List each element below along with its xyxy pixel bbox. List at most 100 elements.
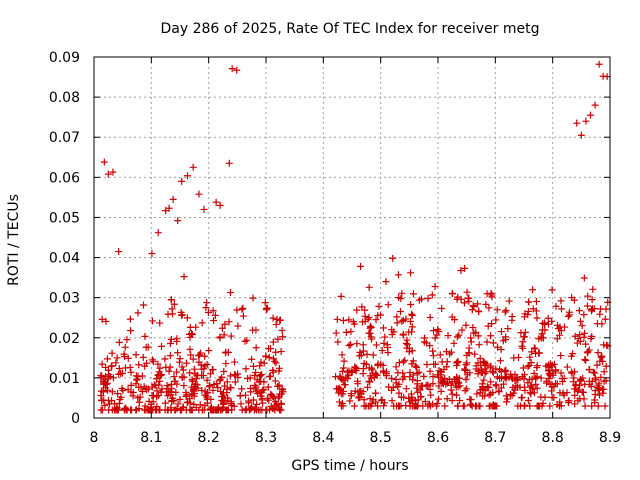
data-point xyxy=(165,367,173,375)
data-point xyxy=(353,306,361,314)
data-point xyxy=(247,405,255,413)
data-point xyxy=(195,358,203,366)
data-point xyxy=(205,383,213,391)
data-point xyxy=(223,378,231,386)
data-point xyxy=(409,290,417,298)
data-point xyxy=(468,306,476,314)
data-point xyxy=(236,392,244,400)
data-point xyxy=(189,355,197,363)
data-point xyxy=(117,393,125,401)
data-point xyxy=(260,359,268,367)
data-point xyxy=(389,383,397,391)
data-point xyxy=(127,388,135,396)
data-point xyxy=(115,399,123,407)
data-point xyxy=(380,402,388,410)
y-tick-label: 0.07 xyxy=(49,130,80,146)
data-point xyxy=(242,365,250,373)
data-point xyxy=(462,361,470,369)
data-point xyxy=(153,387,161,395)
data-point xyxy=(421,334,429,342)
data-point xyxy=(252,344,260,352)
data-point xyxy=(418,295,426,303)
data-point xyxy=(104,386,112,394)
data-point xyxy=(557,305,565,313)
data-point xyxy=(342,328,350,336)
data-point xyxy=(457,267,465,275)
data-point xyxy=(388,326,396,334)
data-point xyxy=(101,379,109,387)
data-point xyxy=(465,294,473,302)
data-point xyxy=(148,250,156,258)
data-point xyxy=(408,395,416,403)
data-point xyxy=(399,331,407,339)
data-point xyxy=(278,390,286,398)
data-point xyxy=(138,388,146,396)
data-point xyxy=(502,306,510,314)
data-point xyxy=(554,325,562,333)
data-point xyxy=(582,340,590,348)
data-point xyxy=(113,354,121,362)
data-point xyxy=(195,352,203,360)
data-point xyxy=(173,335,181,343)
data-point xyxy=(537,393,545,401)
data-point xyxy=(337,292,345,300)
data-point xyxy=(599,357,607,365)
data-point xyxy=(511,386,519,394)
data-point xyxy=(231,378,239,386)
data-point xyxy=(463,288,471,296)
data-point xyxy=(333,315,341,323)
data-point xyxy=(514,402,522,410)
data-point xyxy=(517,394,525,402)
data-point xyxy=(532,297,540,305)
data-point xyxy=(190,365,198,373)
data-point xyxy=(381,333,389,341)
data-point xyxy=(403,344,411,352)
data-point xyxy=(364,383,372,391)
data-point xyxy=(485,384,493,392)
data-point xyxy=(108,388,116,396)
data-point xyxy=(450,339,458,347)
data-point xyxy=(216,333,224,341)
data-point xyxy=(436,351,444,359)
data-point xyxy=(226,289,234,297)
x-axis-label: GPS time / hours xyxy=(291,458,408,474)
data-point xyxy=(358,318,366,326)
data-point xyxy=(426,313,434,321)
data-point xyxy=(489,367,497,375)
data-point xyxy=(543,377,551,385)
data-point xyxy=(127,368,135,376)
x-tick-label: 8.5 xyxy=(370,430,392,446)
data-point xyxy=(258,371,266,379)
data-point xyxy=(409,357,417,365)
data-point xyxy=(380,339,388,347)
data-point xyxy=(433,331,441,339)
data-point xyxy=(249,396,257,404)
data-point xyxy=(528,385,536,393)
data-point xyxy=(443,363,451,371)
data-point xyxy=(375,302,383,310)
x-tick-label: 8.6 xyxy=(427,430,449,446)
data-point xyxy=(441,374,449,382)
data-point xyxy=(497,384,505,392)
data-point xyxy=(532,374,540,382)
data-point xyxy=(154,360,162,368)
data-point xyxy=(570,374,578,382)
data-point xyxy=(168,305,176,313)
data-point xyxy=(583,302,591,310)
data-point xyxy=(277,347,285,355)
data-point xyxy=(275,367,283,375)
data-point xyxy=(397,393,405,401)
data-point xyxy=(476,355,484,363)
data-point xyxy=(265,396,273,404)
data-point xyxy=(340,364,348,372)
data-point xyxy=(132,351,140,359)
data-point xyxy=(389,254,397,262)
data-point xyxy=(115,370,123,378)
data-point xyxy=(407,269,415,277)
data-point xyxy=(520,402,528,410)
data-point xyxy=(525,376,533,384)
data-point xyxy=(132,372,140,380)
data-point xyxy=(149,357,157,365)
data-point xyxy=(393,313,401,321)
